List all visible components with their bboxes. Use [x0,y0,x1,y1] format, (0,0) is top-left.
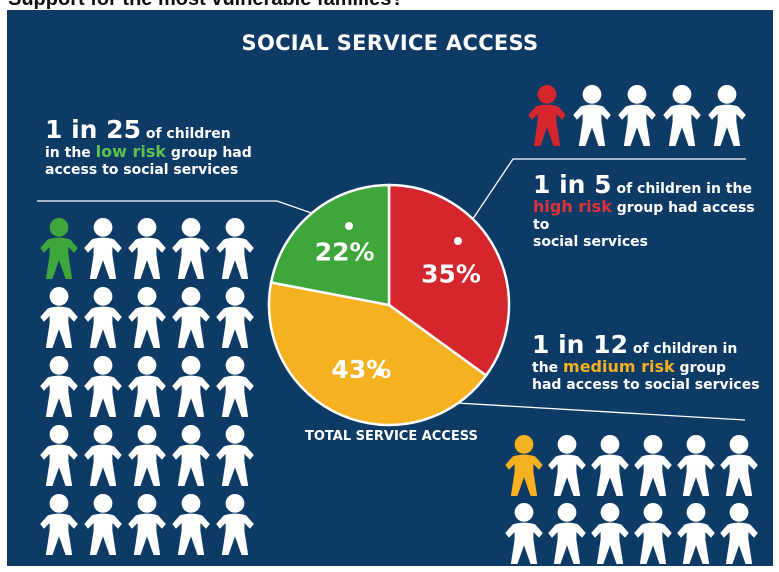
child-figure-icon [216,355,254,417]
low-risk-ratio: 1 in 25 [45,115,141,144]
pie-chart: 35%43%22% [267,183,511,427]
medium-risk-text-2b: group [674,360,727,376]
child-figure-icon [84,217,122,279]
pie-slice-high-risk [387,183,511,378]
page-heading: Support for the most vulnerable families… [8,0,404,11]
child-figure-icon [708,84,746,146]
medium-risk-callout: 1 in 12 of children in the medium risk g… [532,332,760,394]
child-figure-icon [128,355,166,417]
medium-risk-ratio: 1 in 12 [532,330,628,359]
child-figure-icon [591,434,629,496]
infographic-panel: SOCIAL SERVICE ACCESS 35% 43% 22% 1 in 25 … [7,10,773,566]
pie-slice-low-risk [269,183,391,307]
child-figure-icon [677,502,715,564]
child-figure-icon [40,424,78,486]
child-figure-icon [505,502,543,564]
child-figure-icon [634,502,672,564]
pie-label-low-risk: 22% [315,237,375,266]
pie-label-high-risk: 35% [421,259,481,288]
pie-slice-medium-risk [267,281,488,427]
child-figure-icon [216,424,254,486]
leader-dot [454,237,462,245]
high-risk-callout: 1 in 5 of children in the high risk grou… [533,172,773,251]
leader-dot [376,368,384,376]
child-figure-icon [128,493,166,555]
medium-risk-text-1: of children in [627,341,738,357]
highlighted-child-icon [40,217,78,279]
high-risk-text-1: of children in the [611,181,752,197]
child-figure-icon [548,502,586,564]
high-risk-ratio: 1 in 5 [533,170,612,199]
leader-dot [345,222,353,230]
child-figure-icon [84,286,122,348]
child-figure-icon [677,434,715,496]
low-risk-text-1: of children [140,126,231,142]
child-figure-icon [663,84,701,146]
child-figure-icon [216,286,254,348]
pie-caption: TOTAL SERVICE ACCESS [305,429,478,444]
child-figure-icon [40,286,78,348]
child-figure-icon [128,424,166,486]
child-figure-icon [84,355,122,417]
child-figure-icon [720,502,758,564]
child-figure-icon [634,434,672,496]
child-figure-icon [40,355,78,417]
low-risk-text-3: access to social services [45,162,239,178]
child-figure-icon [172,493,210,555]
high-risk-highlight: high risk [533,197,612,216]
child-figure-icon [548,434,586,496]
child-figure-icon [216,493,254,555]
child-figure-icon [172,424,210,486]
child-figure-icon [591,502,629,564]
high-risk-text-2: group had access to [533,200,755,233]
infographic-title: SOCIAL SERVICE ACCESS [241,31,539,55]
highlighted-child-icon [528,84,566,146]
medium-risk-text-3: had access to social services [532,377,760,393]
high-risk-leader-line [457,158,746,242]
child-figure-icon [172,217,210,279]
child-figure-icon [216,217,254,279]
low-risk-text-2a: in the [45,145,96,161]
high-risk-text-3: social services [533,234,648,250]
child-figure-icon [618,84,656,146]
child-figure-icon [84,424,122,486]
child-figure-icon [128,286,166,348]
child-figure-icon [573,84,611,146]
infographic-art: 35%43%22% [37,84,758,564]
child-figure-icon [720,434,758,496]
child-figure-icon [40,493,78,555]
medium-risk-text-2a: the [532,360,564,376]
child-figure-icon [128,217,166,279]
medium-risk-highlight: medium risk [563,357,675,376]
child-figure-icon [172,286,210,348]
child-figure-icon [172,355,210,417]
child-figure-icon [84,493,122,555]
highlighted-child-icon [505,434,543,496]
low-risk-text-2b: group had [166,145,252,161]
low-risk-highlight: low risk [95,142,167,161]
low-risk-callout: 1 in 25 of children in the low risk grou… [45,117,252,179]
